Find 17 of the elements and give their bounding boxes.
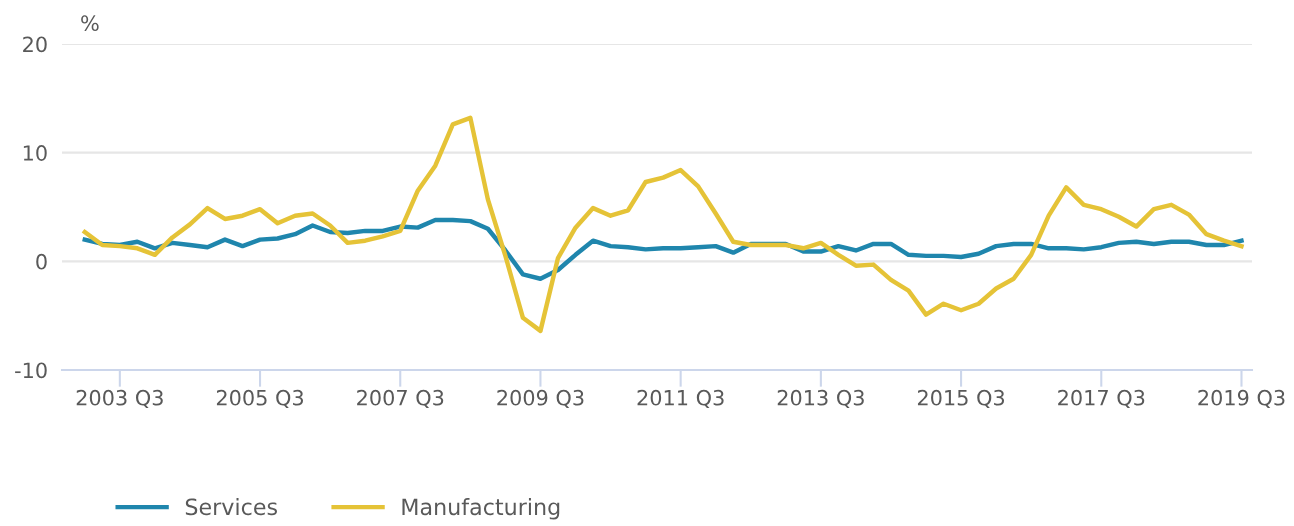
y-tick-label: 20 xyxy=(23,36,47,53)
x-tick-label: 2011 Q3 xyxy=(637,389,724,408)
line-series xyxy=(82,115,1244,334)
legend-label: Services xyxy=(185,498,277,516)
x-tick-label: 2013 Q3 xyxy=(777,389,864,408)
x-tick-label: 2007 Q3 xyxy=(357,389,444,408)
y-axis-title: % xyxy=(81,15,99,32)
x-tick-label: 2017 Q3 xyxy=(1058,389,1145,408)
y-tick-label: -10 xyxy=(15,362,47,379)
x-tick-label: 2015 Q3 xyxy=(917,389,1005,408)
x-tick-label: 2005 Q3 xyxy=(216,389,304,408)
x-tick-label: 2009 Q3 xyxy=(497,389,584,408)
x-tick-label: 2019 Q3 xyxy=(1198,389,1285,408)
y-tick-label: 0 xyxy=(36,253,47,270)
legend-label: Manufacturing xyxy=(402,498,560,520)
y-tick-label: 10 xyxy=(23,145,47,161)
x-tick-label: 2003 Q3 xyxy=(76,389,163,408)
